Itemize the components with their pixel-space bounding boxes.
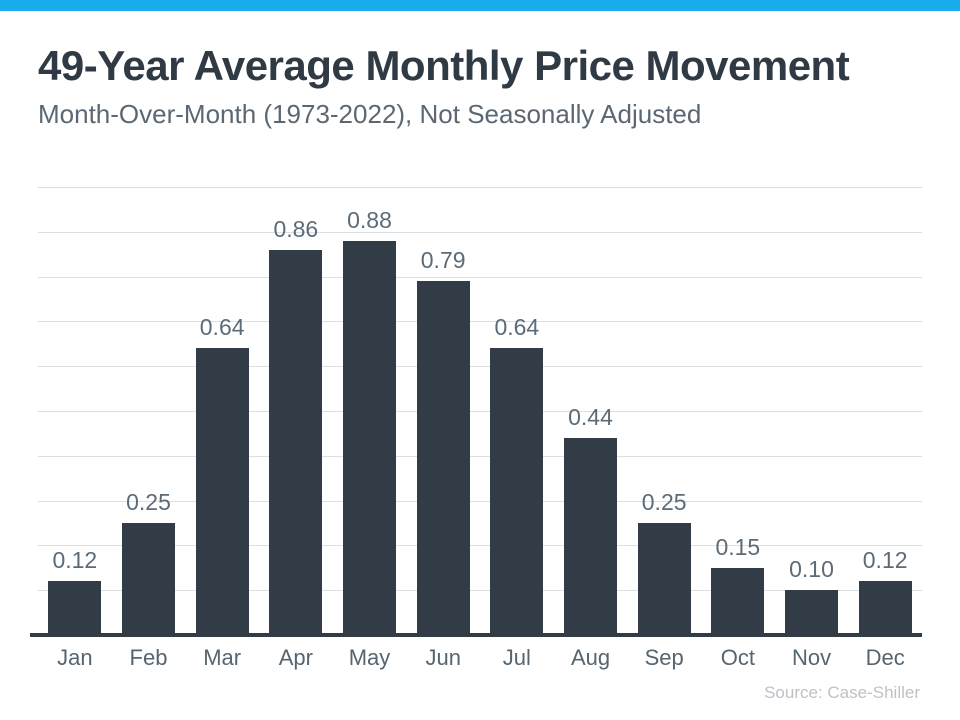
x-axis-labels: Jan Feb Mar Apr May Jun Jul Aug Sep Oct Nov Dec xyxy=(38,646,922,670)
gridline xyxy=(38,231,922,233)
x-tick-label-sep: Sep xyxy=(644,645,684,670)
bar-may xyxy=(343,240,396,635)
x-tick-label-may: May xyxy=(348,645,391,670)
x-tick-label-apr: Apr xyxy=(278,645,313,670)
bar-value-label: 0.10 xyxy=(789,556,834,583)
page-subtitle: Month-Over-Month (1973-2022), Not Season… xyxy=(38,99,702,129)
bar-aug xyxy=(564,437,617,635)
gridline xyxy=(38,500,922,502)
gridline xyxy=(38,321,922,323)
x-tick-label-nov: Nov xyxy=(791,645,832,670)
page-title: 49-Year Average Monthly Price Movement xyxy=(38,42,850,89)
bar-value-label: 0.88 xyxy=(347,206,392,233)
bar-mar xyxy=(195,348,249,635)
gridline xyxy=(38,411,922,412)
gridline xyxy=(38,545,922,547)
bar-value-label: 0.44 xyxy=(568,403,613,430)
x-tick-label-jul: Jul xyxy=(502,645,531,670)
bar-value-label: 0.12 xyxy=(862,547,908,574)
bar-jan xyxy=(48,581,102,635)
x-tick-label-jun: Jun xyxy=(425,645,461,670)
accent-bar xyxy=(0,0,960,11)
bar-value-label: 0.15 xyxy=(715,533,761,560)
bar-jul xyxy=(490,348,544,635)
bar-apr xyxy=(269,249,323,635)
x-tick-label-dec: Dec xyxy=(865,645,905,670)
bar-sep xyxy=(637,523,691,635)
x-tick-label-oct: Oct xyxy=(720,645,755,670)
bar-value-label: 0.64 xyxy=(199,314,245,341)
gridline xyxy=(38,366,922,368)
gridline xyxy=(38,590,922,592)
source-credit: Source: Case-Shiller xyxy=(764,683,920,702)
gridline xyxy=(38,276,922,278)
bar-value-label: 0.64 xyxy=(494,314,540,341)
x-tick-label-mar: Mar xyxy=(203,645,242,670)
bar-value-label: 0.25 xyxy=(126,489,171,515)
x-tick-label-aug: Aug xyxy=(570,645,611,670)
gridline xyxy=(38,455,922,457)
bar-value-label: 0.25 xyxy=(641,489,687,515)
bar-jun xyxy=(416,281,470,635)
bar-feb xyxy=(122,523,175,635)
bar-value-label: 0.12 xyxy=(52,547,98,574)
x-tick-label-feb: Feb xyxy=(129,645,168,670)
bar-oct xyxy=(711,567,765,635)
x-tick-label-jan: Jan xyxy=(57,645,93,670)
bar-nov xyxy=(785,590,838,635)
bar-dec xyxy=(858,581,912,635)
x-axis-line xyxy=(30,633,922,637)
bar-chart-plot-area: 0.12 0.25 0.64 0.86 0.88 0.79 0.64 0.44 0.25 0.15… xyxy=(30,187,922,637)
gridline xyxy=(38,187,922,188)
bar-value-label: 0.86 xyxy=(273,215,319,242)
bar-value-label: 0.79 xyxy=(420,247,466,274)
